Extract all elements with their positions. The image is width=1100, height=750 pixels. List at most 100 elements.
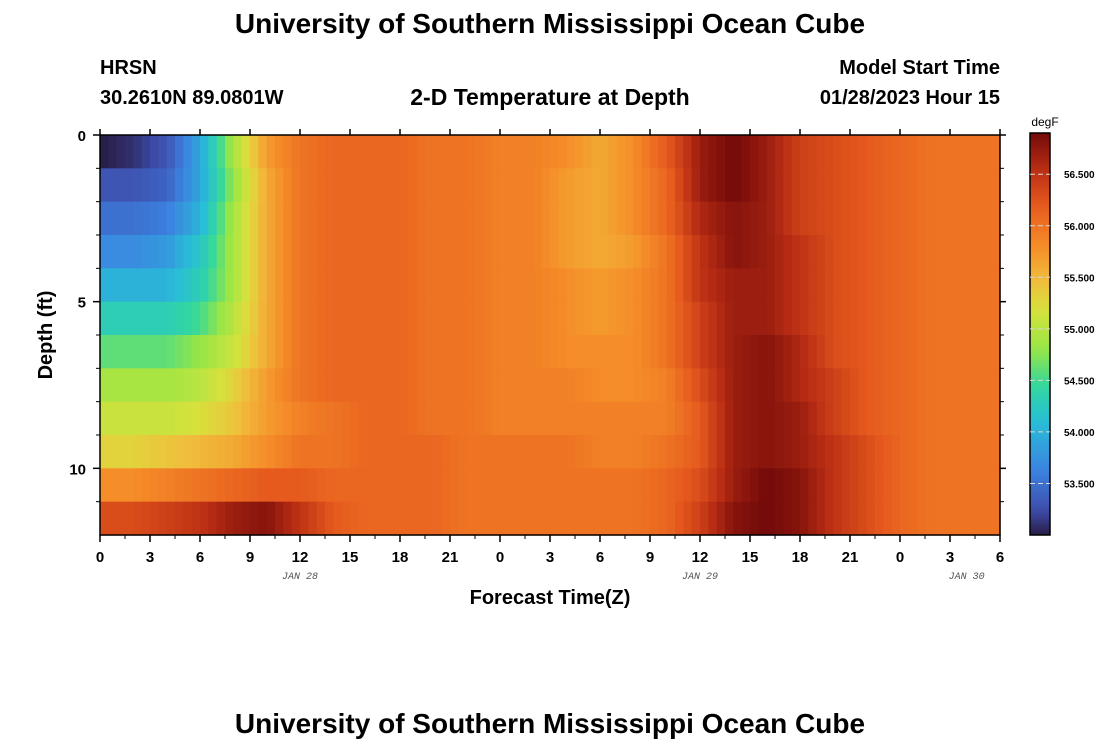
heatmap-cell <box>333 135 343 169</box>
heatmap-cell <box>300 335 309 369</box>
heatmap-cell <box>575 235 584 269</box>
heatmap-cell <box>166 135 176 169</box>
heatmap-cell <box>983 368 993 403</box>
heatmap-cell <box>766 501 776 536</box>
heatmap-cell <box>908 301 918 336</box>
heatmap-cell <box>141 501 151 536</box>
heatmap-cell <box>441 235 451 269</box>
heatmap-cell <box>241 301 251 336</box>
heatmap-cell <box>633 468 643 503</box>
heatmap-cell <box>433 401 443 436</box>
heatmap-cell <box>983 168 993 203</box>
heatmap-cell <box>241 335 251 369</box>
heatmap-cell <box>216 468 226 503</box>
heatmap-cell <box>675 301 684 336</box>
heatmap-cell <box>875 335 884 369</box>
heatmap-cell <box>475 501 484 536</box>
heatmap-cell <box>341 368 351 403</box>
heatmap-cell <box>658 435 668 469</box>
heatmap-cell <box>950 201 959 236</box>
heatmap-cell <box>200 401 209 436</box>
heatmap-cell <box>866 135 876 169</box>
heatmap-cell <box>133 335 143 369</box>
heatmap-cell <box>408 201 418 236</box>
heatmap-cell <box>733 268 743 303</box>
heatmap-cell <box>950 335 959 369</box>
heatmap-cell <box>508 401 518 436</box>
heatmap-cell <box>733 235 743 269</box>
colorbar-unit: degF <box>1031 115 1058 129</box>
heatmap-cell <box>591 335 601 369</box>
heatmap-cell <box>133 135 143 169</box>
heatmap-cell <box>225 135 234 169</box>
heatmap-cell <box>941 168 951 203</box>
heatmap-cell <box>325 435 334 469</box>
heatmap-cell <box>191 301 201 336</box>
heatmap-cell <box>233 435 243 469</box>
heatmap-cell <box>666 168 676 203</box>
heatmap-cell <box>541 301 551 336</box>
heatmap-cell <box>250 335 259 369</box>
heatmap-cell <box>541 268 551 303</box>
heatmap-cell <box>400 468 409 503</box>
y-axis: 0 5 10 <box>69 128 1006 503</box>
heatmap-cell <box>516 468 526 503</box>
heatmap-cell <box>383 168 393 203</box>
heatmap-cell <box>216 401 226 436</box>
heatmap-cell <box>866 368 876 403</box>
heatmap-cell <box>308 235 318 269</box>
heatmap-cell <box>583 335 593 369</box>
heatmap-cell <box>166 368 176 403</box>
heatmap-cell <box>725 335 734 369</box>
heatmap-cell <box>300 235 309 269</box>
heatmap-cell <box>733 201 743 236</box>
heatmap-cell <box>141 268 151 303</box>
heatmap-cell <box>466 235 476 269</box>
heatmap-cell <box>375 135 384 169</box>
heatmap-cell <box>916 501 926 536</box>
heatmap-cell <box>908 235 918 269</box>
heatmap-cell <box>758 201 768 236</box>
heatmap-cell <box>983 468 993 503</box>
heatmap-cell <box>350 168 359 203</box>
heatmap-cell <box>816 135 826 169</box>
heatmap-cell <box>433 501 443 536</box>
heatmap-cell <box>125 501 134 536</box>
heatmap-cell <box>800 435 809 469</box>
heatmap-cell <box>341 268 351 303</box>
heatmap-cell <box>591 168 601 203</box>
heatmap-cell <box>333 368 343 403</box>
heatmap-cell <box>575 435 584 469</box>
heatmap-cell <box>650 368 659 403</box>
heatmap-cell <box>775 135 784 169</box>
heatmap-cell <box>275 301 284 336</box>
heatmap-cell <box>641 501 651 536</box>
heatmap-cell <box>708 135 718 169</box>
heatmap-cell <box>858 301 868 336</box>
heatmap-cell <box>658 168 668 203</box>
heatmap-cell <box>841 201 851 236</box>
heatmap-cell <box>141 235 151 269</box>
heatmap-cell <box>225 435 234 469</box>
heatmap-cell <box>350 235 359 269</box>
heatmap-cell <box>500 435 509 469</box>
heatmap-cell <box>733 135 743 169</box>
heatmap-cell <box>750 168 759 203</box>
heatmap-cell <box>516 268 526 303</box>
heatmap-cell <box>275 168 284 203</box>
heatmap-cell <box>691 268 701 303</box>
heatmap-cell <box>825 268 834 303</box>
heatmap-cell <box>816 301 826 336</box>
heatmap-cell <box>600 168 609 203</box>
heatmap-cell <box>566 268 576 303</box>
heatmap-cell <box>833 468 843 503</box>
heatmap-cell <box>941 301 951 336</box>
heatmap-cell <box>191 268 201 303</box>
heatmap-cell <box>691 468 701 503</box>
heatmap-cell <box>308 201 318 236</box>
heatmap-cell <box>800 368 809 403</box>
heatmap-cell <box>175 168 184 203</box>
heatmap-cell <box>775 301 784 336</box>
heatmap-cell <box>333 468 343 503</box>
heatmap-cell <box>875 301 884 336</box>
